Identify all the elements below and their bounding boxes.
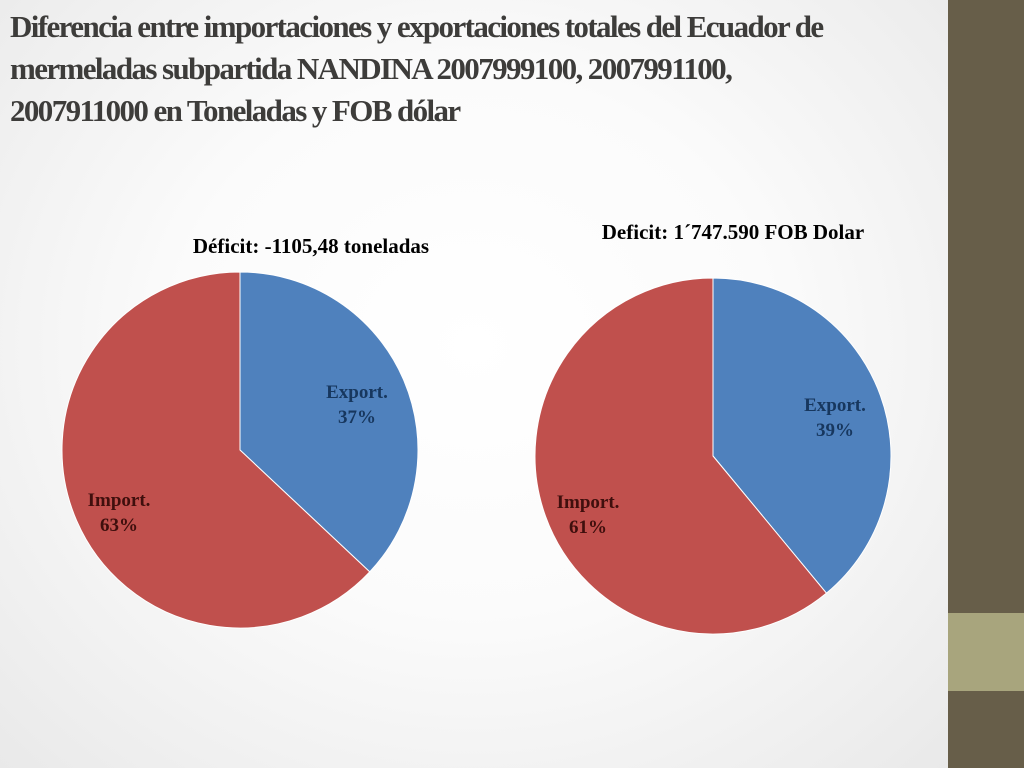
- slice-percent-label: 37%: [338, 407, 376, 428]
- pie-chart-tonnes: Déficit: -1105,48 toneladas Export. 37% Im…: [61, 234, 429, 629]
- slice-label-import: Import. 61%: [557, 492, 620, 538]
- pie-slice-export: [712, 277, 892, 594]
- slice-label-import: Import. 63%: [88, 490, 151, 536]
- pie-slice-import: [61, 271, 371, 629]
- chart-title-tonnes: Déficit: -1105,48 toneladas: [193, 234, 429, 258]
- sidebar-decoration-bottom: [948, 691, 1024, 768]
- slice-label-export: Export. 37%: [326, 382, 388, 428]
- slice-percent-label: 61%: [569, 517, 607, 538]
- slice-percent-label: 63%: [100, 515, 138, 536]
- chart-title-fob: Deficit: 1´747.590 FOB Dolar: [602, 220, 864, 244]
- sidebar-decoration-top: [948, 0, 1024, 613]
- pie-chart-fob: Deficit: 1´747.590 FOB Dolar Export. 39% I…: [534, 220, 892, 635]
- slide-title-line-3: 2007911000 en Toneladas y FOB dólar: [10, 93, 461, 128]
- slide-title: Diferencia entre importaciones y exporta…: [10, 6, 940, 132]
- pie-charts: Déficit: -1105,48 toneladas Export. 37% Im…: [61, 220, 892, 635]
- slice-percent-label: 39%: [816, 420, 854, 441]
- slice-category-label: Export.: [804, 395, 866, 416]
- slide-title-line-1: Diferencia entre importaciones y exporta…: [10, 9, 824, 44]
- sidebar-decoration-accent: [948, 613, 1024, 691]
- slice-category-label: Export.: [326, 382, 388, 403]
- slice-label-export: Export. 39%: [804, 395, 866, 441]
- pie-slice-export: [239, 271, 419, 573]
- pie-slice-import: [534, 277, 828, 635]
- slide-title-line-2: mermeladas subpartida NANDINA 2007999100…: [10, 51, 733, 86]
- slice-category-label: Import.: [88, 490, 151, 511]
- slice-category-label: Import.: [557, 492, 620, 513]
